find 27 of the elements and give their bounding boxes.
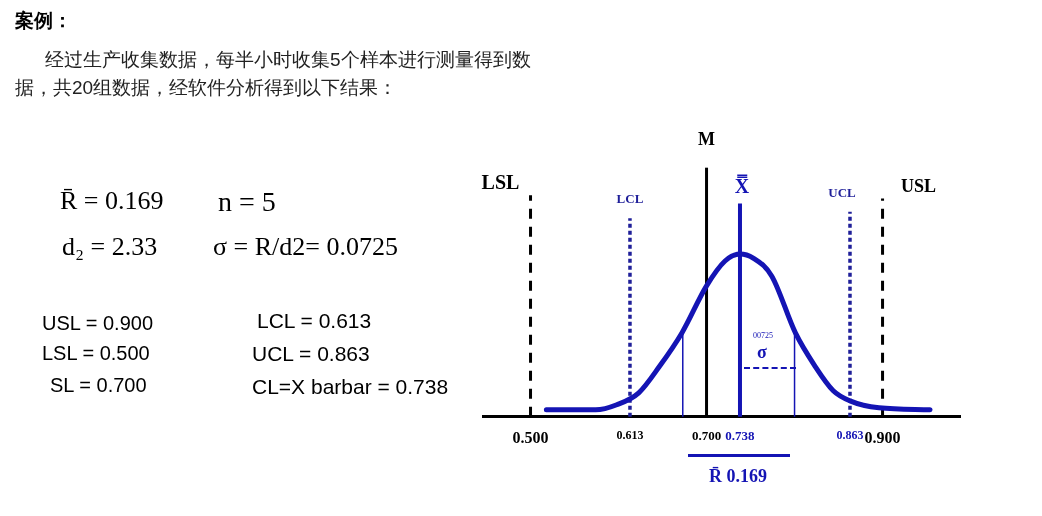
ref-line-label: UCL xyxy=(828,184,857,200)
text: UCL = 0.863 xyxy=(252,342,370,366)
x-tick-label: 0.863 xyxy=(836,428,864,443)
text: 经过生产收集数据，每半小时收集5个样本进行测量得到数据，共20组数据，经软件分析得到以下结果： xyxy=(15,48,532,100)
x-tick-label: 0.700 xyxy=(691,427,722,443)
text: d₂ = 2.33 xyxy=(62,232,158,262)
x-tick-label: 0.500 xyxy=(512,428,549,446)
text: USL = 0.900 xyxy=(42,312,154,335)
ref-line-label: LSL xyxy=(481,170,520,193)
x-tick-label: 0.738 xyxy=(725,427,756,443)
ref-line-label: LCL xyxy=(616,191,644,207)
annotation: σ xyxy=(757,342,767,363)
text: SL = 0.700 xyxy=(50,374,147,397)
ref-line-label: X̿ xyxy=(734,173,750,197)
text: n = 5 xyxy=(218,186,276,218)
text: R̄ 0.169 xyxy=(709,466,767,487)
ref-line-label: USL xyxy=(901,176,937,197)
x-tick-label: 0.900 xyxy=(864,428,901,446)
text: σ = R/d2= 0.0725 xyxy=(213,232,398,262)
text: LSL = 0.500 xyxy=(42,342,150,365)
annotation: 00725 xyxy=(753,331,773,340)
text: CL=X barbar = 0.738 xyxy=(252,375,449,399)
ref-line-label: M xyxy=(698,129,716,150)
x-tick-label: 0.613 xyxy=(616,428,644,443)
text: LCL = 0.613 xyxy=(257,309,372,333)
text: 案例： xyxy=(15,9,72,33)
text: R̄ = 0.169 xyxy=(60,186,164,216)
